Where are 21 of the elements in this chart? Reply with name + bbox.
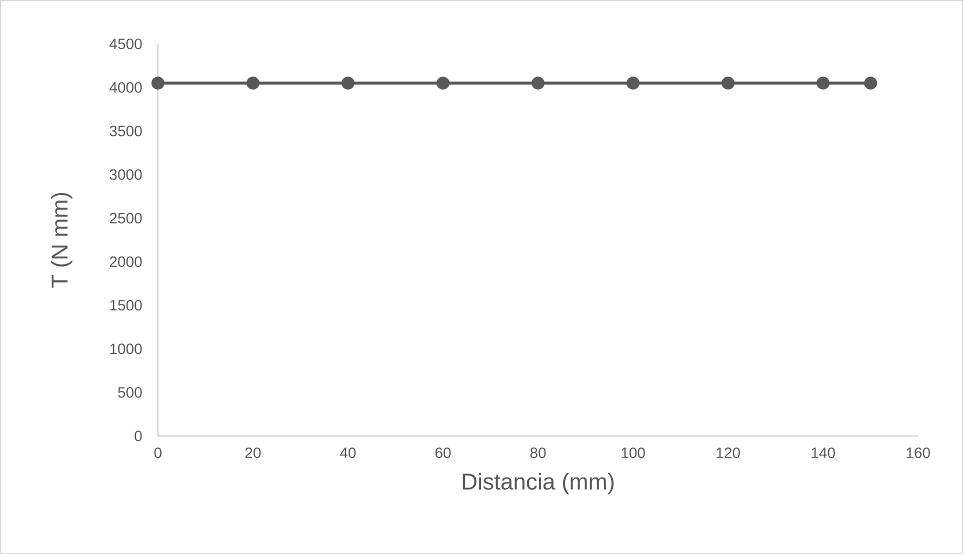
y-tick-label: 0 — [134, 430, 142, 442]
y-tick-label: 2000 — [110, 256, 142, 268]
x-tick-label: 120 — [716, 448, 740, 458]
x-tick-label: 100 — [622, 448, 645, 458]
x-tick-label: 140 — [812, 448, 835, 458]
x-tick-label: 60 — [435, 448, 451, 458]
x-tick-label: 40 — [340, 448, 356, 458]
y-tick-label: 3500 — [110, 126, 142, 136]
y-tick-label: 4000 — [109, 82, 142, 93]
y-axis-title: T (N mm) — [50, 193, 72, 288]
y-tick-label: 4500 — [109, 38, 142, 50]
y-tick-label: 1000 — [110, 344, 142, 354]
y-tick-label: 2500 — [110, 212, 142, 224]
x-tick-label: 0 — [154, 448, 162, 458]
y-tick-label: 3000 — [110, 169, 142, 180]
y-tick-label: 500 — [118, 387, 142, 398]
x-tick-label: 80 — [530, 448, 546, 458]
x-tick-label: 160 — [906, 448, 930, 458]
x-axis-title: Distancia (mm) — [462, 472, 614, 494]
x-tick-label: 20 — [245, 448, 261, 458]
y-tick-label: 1500 — [110, 300, 142, 311]
